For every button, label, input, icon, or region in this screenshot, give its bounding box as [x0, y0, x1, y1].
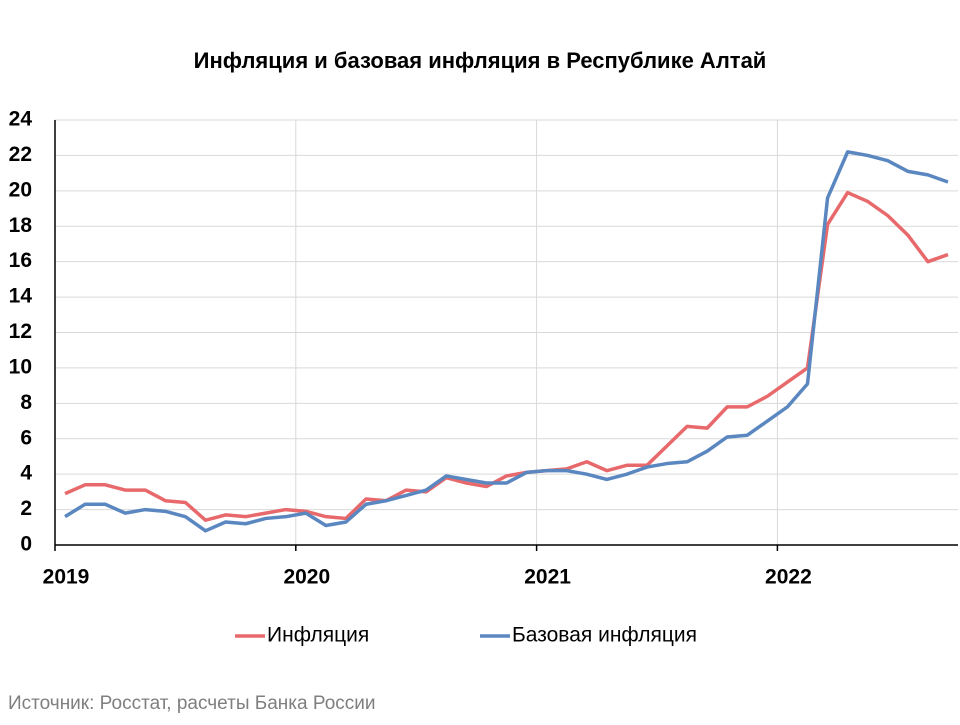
x-tick-label: 2021 [524, 566, 571, 589]
chart-title: Инфляция и базовая инфляция в Республике… [194, 48, 767, 73]
series-line [64, 150, 949, 533]
y-tick-label: 14 [9, 285, 33, 308]
y-tick-label: 2 [20, 497, 32, 520]
y-tick-label: 0 [20, 533, 32, 556]
legend-label: Базовая инфляция [512, 624, 697, 647]
x-tick-label: 2022 [765, 566, 812, 589]
y-tick-label: 8 [20, 391, 32, 414]
x-tick-label: 2020 [283, 566, 330, 589]
source: Источник: Росстат, расчеты Банка России [8, 693, 376, 714]
y-tick-label: 12 [9, 320, 32, 343]
y-tick-label: 24 [9, 108, 33, 131]
y-tick-label: 10 [9, 355, 32, 378]
y-tick-label: 4 [20, 462, 32, 485]
series-line [64, 190, 949, 522]
y-tick-label: 16 [9, 249, 32, 272]
y-tick-label: 20 [9, 178, 32, 201]
y-tick-label: 18 [9, 214, 33, 237]
x-tick-label: 2019 [43, 566, 90, 589]
y-tick-label: 6 [20, 426, 32, 449]
legend-label: Инфляция [267, 624, 369, 647]
y-tick-label: 22 [9, 143, 32, 166]
